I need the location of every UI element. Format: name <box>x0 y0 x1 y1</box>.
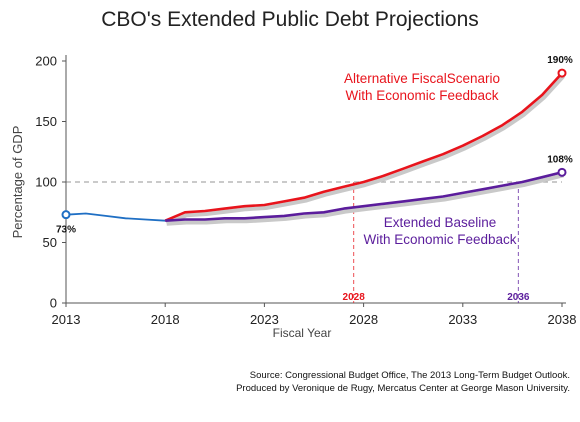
endpoint-marker-alt_end <box>557 68 567 78</box>
crossover-label-cross_base: 2036 <box>507 292 530 303</box>
annotation-baseline-line2: With Economic Feedback <box>363 232 516 247</box>
x-tick-label: 2033 <box>448 312 477 327</box>
x-tick-label: 2013 <box>52 312 81 327</box>
crossover-label-cross_alt: 2028 <box>343 292 366 303</box>
endpoint-label-base_end: 108% <box>547 154 573 165</box>
annotation-baseline-line1: Extended Baseline <box>384 215 497 230</box>
y-tick-label: 50 <box>43 235 57 250</box>
x-axis-title: Fiscal Year <box>273 326 332 340</box>
endpoint-label-alt_end: 190% <box>547 55 573 66</box>
x-tick-label: 2023 <box>250 312 279 327</box>
series-shadow-baseline <box>166 173 564 226</box>
endpoint-label-start: 73% <box>56 225 76 236</box>
series-line-baseline <box>165 171 563 222</box>
series-line-historical <box>65 212 166 222</box>
annotation-alternative-line1: Alternative FiscalScenario <box>344 71 500 86</box>
annotation-alternative-line2: With Economic Feedback <box>345 88 498 103</box>
x-tick-label: 2038 <box>548 312 577 327</box>
series-shadow-alternative <box>165 74 565 226</box>
y-tick-label: 100 <box>35 175 57 190</box>
y-tick-label: 150 <box>35 114 57 129</box>
x-tick-label: 2018 <box>151 312 180 327</box>
y-tick-label: 0 <box>50 296 57 311</box>
endpoint-marker-start <box>61 210 71 220</box>
series-line-alternative <box>164 72 563 222</box>
producer-line: Produced by Veronique de Rugy, Mercatus … <box>236 383 570 394</box>
source-note: Source: Congressional Budget Office, The… <box>236 369 570 395</box>
y-tick-label: 200 <box>35 54 57 69</box>
chart-title: CBO's Extended Public Debt Projections <box>101 8 479 31</box>
endpoint-marker-base_end <box>557 167 567 177</box>
y-axis-title: Percentage of GDP <box>10 126 25 239</box>
source-line: Source: Congressional Budget Office, The… <box>249 370 570 381</box>
x-tick-label: 2028 <box>349 312 378 327</box>
